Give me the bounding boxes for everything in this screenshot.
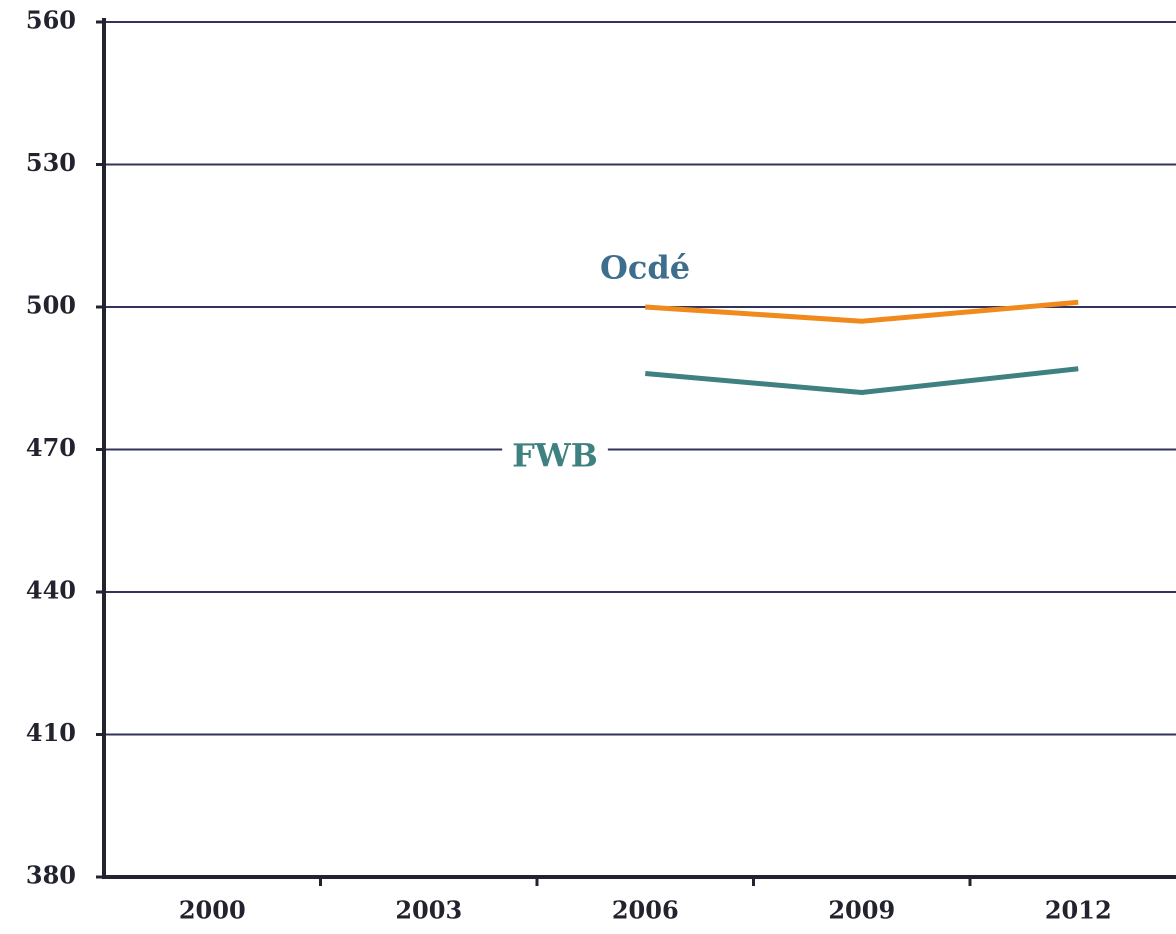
y-tick-label: 500 — [26, 291, 76, 320]
label-background — [502, 438, 608, 478]
y-tick-label: 440 — [26, 576, 76, 605]
x-tick-label: 2009 — [828, 896, 895, 925]
label-background — [589, 250, 701, 290]
x-tick-label: 2012 — [1045, 896, 1112, 925]
y-tick-label: 410 — [26, 718, 76, 747]
series-line — [645, 366, 1079, 396]
x-tick-label: 2003 — [395, 896, 462, 925]
x-tick-label: 2006 — [612, 896, 679, 925]
series-line — [645, 299, 1079, 324]
y-tick-label: 380 — [26, 861, 76, 890]
y-tick-label: 470 — [26, 433, 76, 462]
y-tick-label: 530 — [26, 148, 76, 177]
series-label: FWB — [512, 437, 598, 475]
series-label: Ocdé — [600, 249, 690, 287]
y-tick-label: 560 — [26, 6, 76, 35]
x-tick-label: 2000 — [179, 896, 246, 925]
